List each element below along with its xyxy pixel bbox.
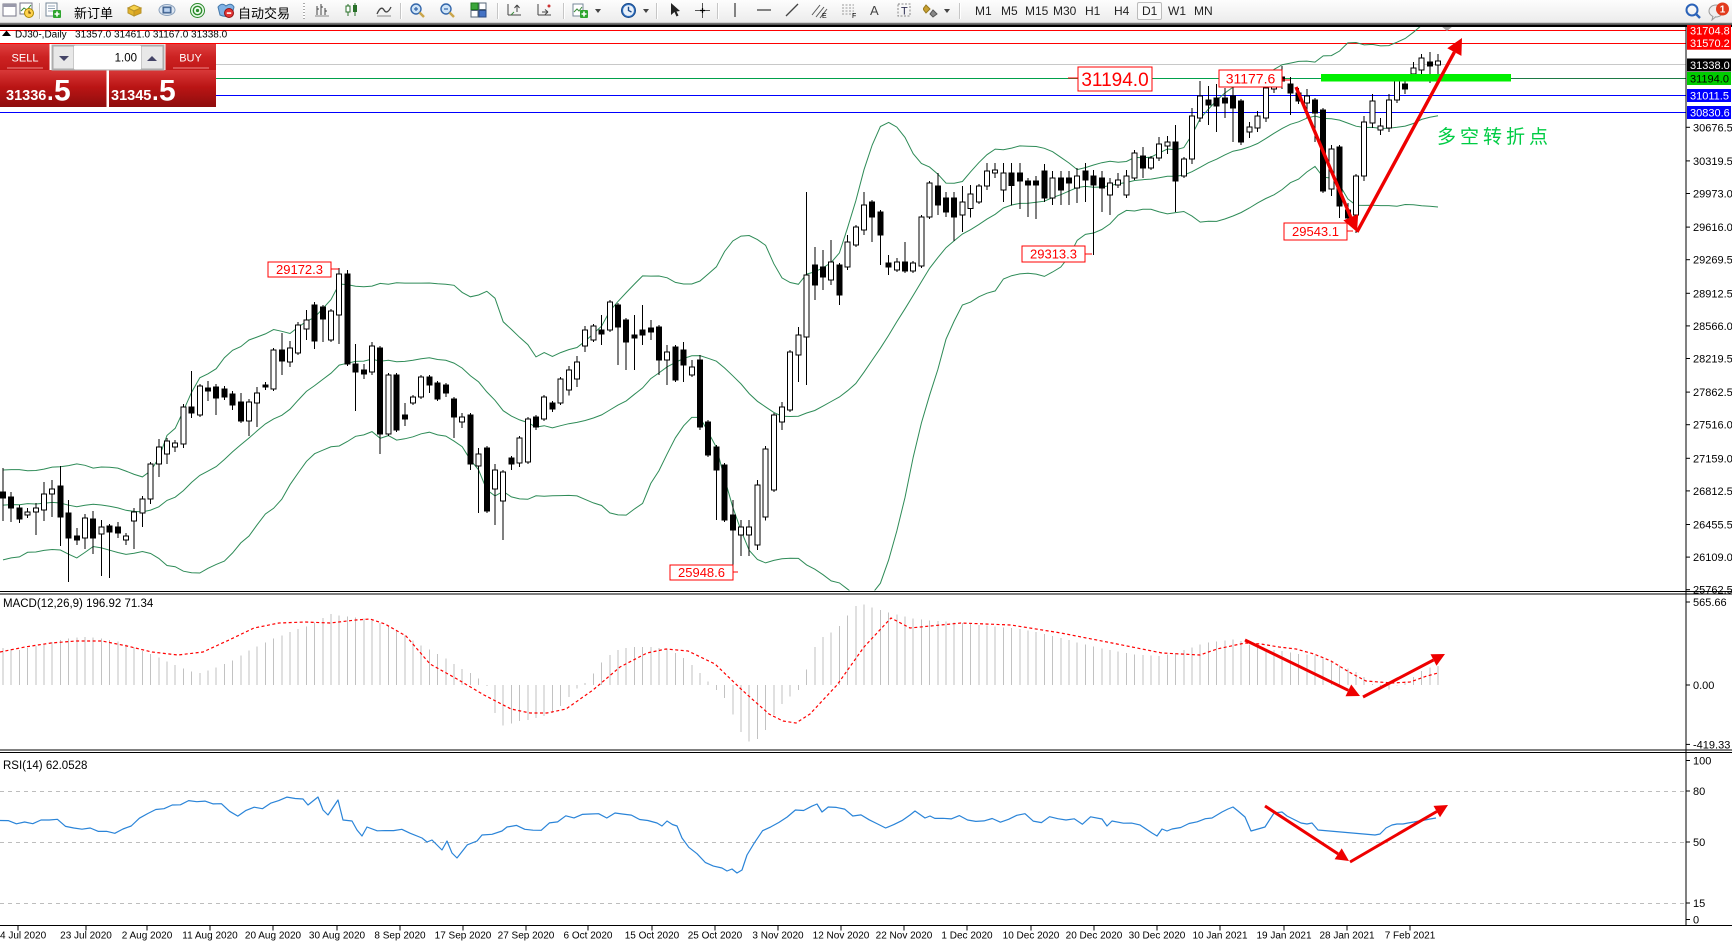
svg-text:26109.0: 26109.0 [1693, 552, 1732, 564]
svg-text:-419.33: -419.33 [1693, 739, 1730, 751]
svg-text:8 Sep 2020: 8 Sep 2020 [374, 931, 426, 942]
svg-text:.: . [152, 79, 159, 106]
svg-text:1.00: 1.00 [115, 53, 137, 65]
svg-text:26455.5: 26455.5 [1693, 520, 1732, 532]
svg-text:25 Oct 2020: 25 Oct 2020 [688, 931, 743, 942]
svg-text:BUY: BUY [179, 53, 202, 65]
svg-text:DJ30-,Daily 31357.0 31461.0: DJ30-,Daily 31357.0 31461.0 31167.0 3133… [15, 30, 228, 41]
svg-text:4 Jul 2020: 4 Jul 2020 [0, 931, 47, 942]
svg-text:6 Oct 2020: 6 Oct 2020 [564, 931, 613, 942]
svg-text:27159.0: 27159.0 [1693, 453, 1732, 465]
svg-text:20 Dec 2020: 20 Dec 2020 [1066, 931, 1123, 942]
svg-text:12 Nov 2020: 12 Nov 2020 [813, 931, 870, 942]
svg-text:23 Jul 2020: 23 Jul 2020 [60, 931, 112, 942]
svg-text:2 Aug 2020: 2 Aug 2020 [122, 931, 173, 942]
svg-text:1 Dec 2020: 1 Dec 2020 [941, 931, 993, 942]
svg-text:11 Aug 2020: 11 Aug 2020 [182, 931, 238, 942]
svg-text:22 Nov 2020: 22 Nov 2020 [876, 931, 933, 942]
svg-text:50: 50 [1693, 837, 1705, 849]
svg-text:28566.0: 28566.0 [1693, 321, 1732, 333]
svg-text:31338.0: 31338.0 [1690, 60, 1730, 72]
svg-text:565.66: 565.66 [1693, 597, 1727, 609]
svg-text:28219.5: 28219.5 [1693, 354, 1732, 366]
svg-text:31336: 31336 [6, 88, 46, 104]
svg-text:29973.0: 29973.0 [1693, 189, 1732, 201]
svg-text:27862.5: 27862.5 [1693, 387, 1732, 399]
svg-text:20 Aug 2020: 20 Aug 2020 [245, 931, 302, 942]
svg-text:28912.5: 28912.5 [1693, 288, 1732, 300]
svg-text:SELL: SELL [12, 53, 39, 65]
svg-text:28 Jan 2021: 28 Jan 2021 [1319, 931, 1374, 942]
svg-text:15: 15 [1693, 898, 1705, 910]
svg-text:5: 5 [159, 75, 176, 108]
svg-text:0: 0 [1693, 915, 1699, 927]
svg-text:31704.8: 31704.8 [1690, 26, 1730, 38]
svg-text:10 Dec 2020: 10 Dec 2020 [1003, 931, 1060, 942]
svg-text:19 Jan 2021: 19 Jan 2021 [1256, 931, 1311, 942]
svg-text:25762.5: 25762.5 [1693, 585, 1732, 597]
svg-text:E: E [822, 13, 827, 19]
svg-text:3 Nov 2020: 3 Nov 2020 [752, 931, 804, 942]
svg-text:30676.5: 30676.5 [1693, 122, 1732, 134]
svg-text:31345: 31345 [111, 88, 151, 104]
svg-text:29313.3: 29313.3 [1030, 247, 1077, 262]
svg-text:31177.6: 31177.6 [1226, 71, 1276, 87]
svg-text:F: F [852, 13, 856, 19]
svg-text:31194.0: 31194.0 [1690, 74, 1729, 86]
svg-text:29543.1: 29543.1 [1292, 224, 1339, 239]
svg-text:30 Dec 2020: 30 Dec 2020 [1129, 931, 1186, 942]
svg-text:25948.6: 25948.6 [678, 565, 725, 580]
svg-text:10 Jan 2021: 10 Jan 2021 [1192, 931, 1247, 942]
svg-text:100: 100 [1693, 756, 1711, 768]
svg-text:15 Oct 2020: 15 Oct 2020 [625, 931, 680, 942]
svg-text:31194.0: 31194.0 [1081, 70, 1148, 91]
svg-text:5: 5 [54, 75, 71, 108]
svg-text:7 Feb 2021: 7 Feb 2021 [1385, 931, 1436, 942]
svg-text:27 Sep 2020: 27 Sep 2020 [498, 931, 555, 942]
svg-text:A: A [870, 3, 879, 18]
svg-text:29172.3: 29172.3 [276, 262, 323, 277]
svg-text:31570.2: 31570.2 [1690, 38, 1730, 50]
svg-text:.: . [47, 79, 54, 106]
svg-text:T: T [901, 6, 908, 18]
svg-text:30830.6: 30830.6 [1690, 108, 1730, 120]
svg-text:29616.0: 29616.0 [1693, 222, 1732, 234]
svg-text:31011.5: 31011.5 [1690, 91, 1729, 103]
svg-text:26812.5: 26812.5 [1693, 486, 1732, 498]
svg-text:29269.5: 29269.5 [1693, 255, 1732, 267]
svg-text:30319.5: 30319.5 [1693, 156, 1732, 168]
svg-text:80: 80 [1693, 786, 1705, 798]
svg-text:0.00: 0.00 [1693, 680, 1714, 692]
svg-text:RSI(14) 62.0528: RSI(14) 62.0528 [3, 760, 87, 772]
svg-text:1: 1 [1720, 5, 1726, 16]
svg-text:30 Aug 2020: 30 Aug 2020 [309, 931, 366, 942]
svg-text:17 Sep 2020: 17 Sep 2020 [435, 931, 492, 942]
svg-text:多空转折点: 多空转折点 [1437, 126, 1552, 148]
svg-text:27516.0: 27516.0 [1693, 420, 1732, 432]
svg-text:MACD(12,26,9) 196.92 71.34: MACD(12,26,9) 196.92 71.34 [3, 598, 154, 610]
